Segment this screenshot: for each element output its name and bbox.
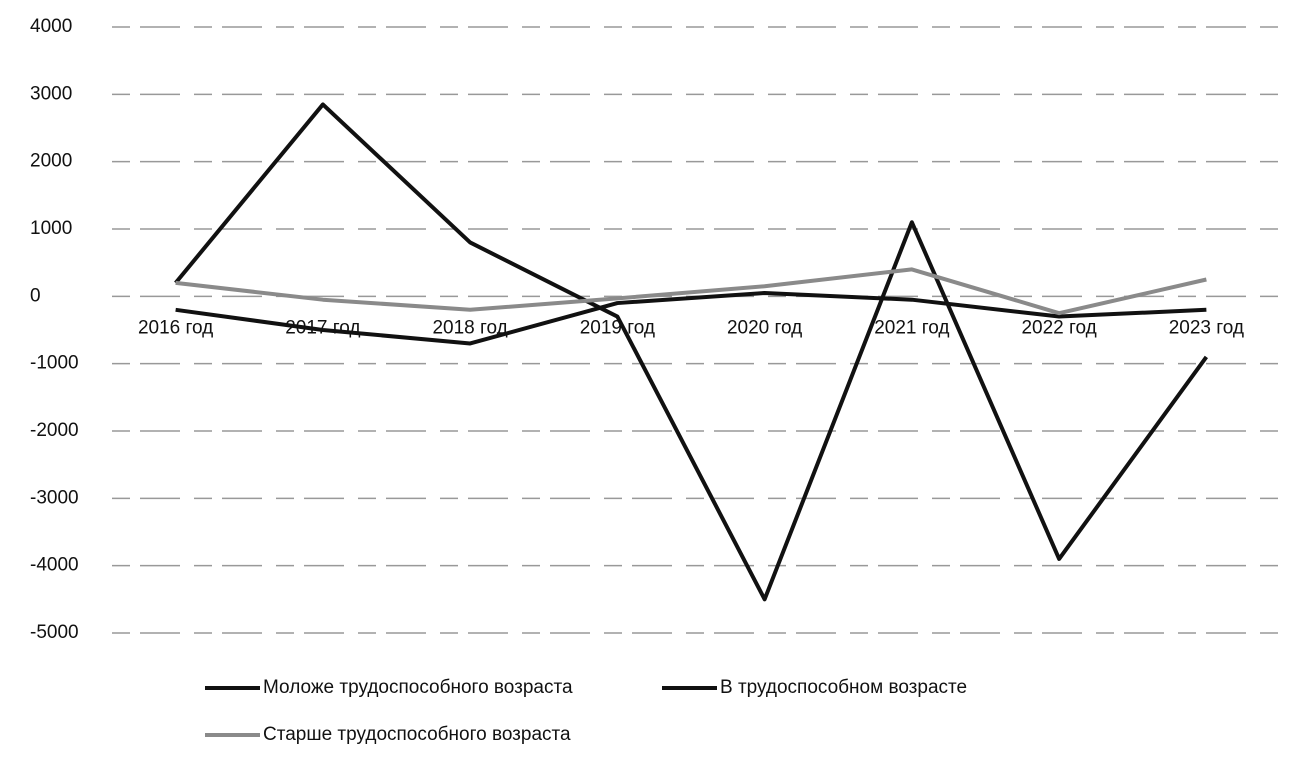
y-tick-label: 0 xyxy=(30,285,41,306)
y-tick-label: 1000 xyxy=(30,218,72,239)
y-tick-label: 3000 xyxy=(30,83,72,104)
x-tick-label: 2016 год xyxy=(138,317,213,338)
y-tick-label: -5000 xyxy=(30,622,79,643)
x-tick-label: 2018 год xyxy=(432,317,507,338)
y-tick-label: 4000 xyxy=(30,16,72,37)
legend-label: Моложе трудоспособного возраста xyxy=(263,677,573,698)
x-tick-label: 2021 год xyxy=(874,317,949,338)
y-tick-label: -4000 xyxy=(30,555,79,576)
series-line xyxy=(174,102,1208,602)
series-line xyxy=(175,290,1207,346)
y-tick-label: -1000 xyxy=(30,353,79,374)
series-line xyxy=(175,267,1207,316)
legend-label: Старше трудоспособного возраста xyxy=(263,724,571,745)
legend-label: В трудоспособном возрасте xyxy=(720,677,967,698)
y-tick-label: 2000 xyxy=(30,151,72,172)
y-tick-label: -3000 xyxy=(30,487,79,508)
x-tick-label: 2020 год xyxy=(727,317,802,338)
y-tick-label: -2000 xyxy=(30,420,79,441)
x-tick-label: 2023 год xyxy=(1169,317,1244,338)
x-tick-label: 2019 год xyxy=(580,317,655,338)
x-tick-label: 2022 год xyxy=(1021,317,1096,338)
